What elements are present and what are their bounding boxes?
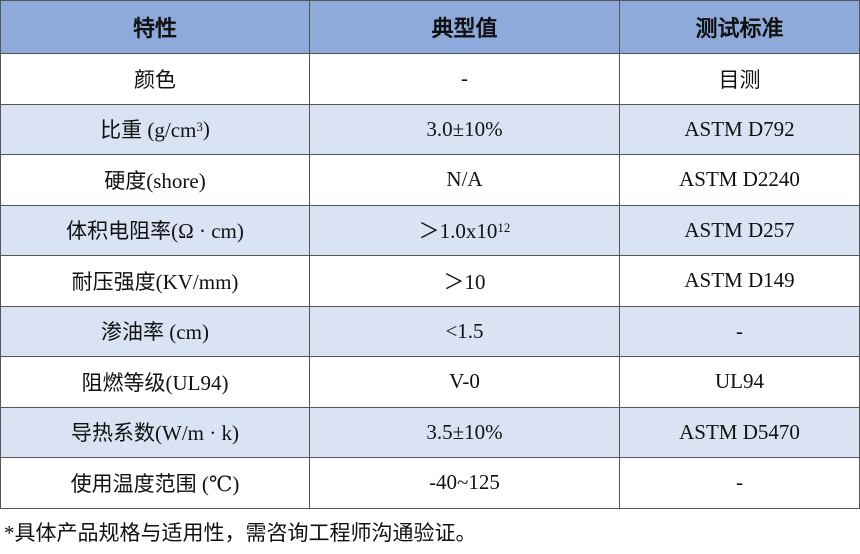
table-cell: 导热系数(W/m · k) bbox=[0, 407, 310, 458]
header-cell: 典型值 bbox=[310, 0, 620, 54]
table-cell: 颜色 bbox=[0, 54, 310, 105]
table-cell: - bbox=[310, 54, 620, 105]
header-cell: 测试标准 bbox=[620, 0, 860, 54]
table-cell: ＞10 bbox=[310, 256, 620, 307]
superscript: 3 bbox=[196, 119, 203, 135]
table-cell: UL94 bbox=[620, 357, 860, 408]
table-cell: ASTM D2240 bbox=[620, 155, 860, 206]
table-cell: - bbox=[620, 306, 860, 357]
table-cell: 比重 (g/cm 3) bbox=[0, 104, 310, 155]
table-cell: 目测 bbox=[620, 54, 860, 105]
table-cell: 阻燃等级(UL94) bbox=[0, 357, 310, 408]
table-cell: V-0 bbox=[310, 357, 620, 408]
table-cell: ASTM D5470 bbox=[620, 407, 860, 458]
table-cell: N/A bbox=[310, 155, 620, 206]
table-cell: -40~125 bbox=[310, 458, 620, 509]
table-cell: 3.0±10% bbox=[310, 104, 620, 155]
table-cell: 体积电阻率(Ω · cm) bbox=[0, 205, 310, 256]
table-cell: - bbox=[620, 458, 860, 509]
table-cell: <1.5 bbox=[310, 306, 620, 357]
table-cell: 耐压强度(KV/mm) bbox=[0, 256, 310, 307]
footnote: *具体产品规格与适用性，需咨询工程师沟通验证。 bbox=[4, 521, 477, 545]
superscript: 12 bbox=[497, 220, 511, 236]
table-cell: 硬度(shore) bbox=[0, 155, 310, 206]
table-cell: 3.5±10% bbox=[310, 407, 620, 458]
table-cell: ASTM D257 bbox=[620, 205, 860, 256]
table-cell: 渗油率 (cm) bbox=[0, 306, 310, 357]
table-cell: ＞1.0x10 12 bbox=[310, 205, 620, 256]
cell-text: 比重 (g/cm bbox=[100, 118, 197, 143]
table-cell: ASTM D149 bbox=[620, 256, 860, 307]
cell-text: ) bbox=[202, 116, 210, 141]
cell-text: ＞1.0x10 bbox=[418, 219, 498, 244]
table-cell: ASTM D792 bbox=[620, 104, 860, 155]
table-cell: 使用温度范围 (℃) bbox=[0, 458, 310, 509]
header-cell: 特性 bbox=[0, 0, 310, 54]
